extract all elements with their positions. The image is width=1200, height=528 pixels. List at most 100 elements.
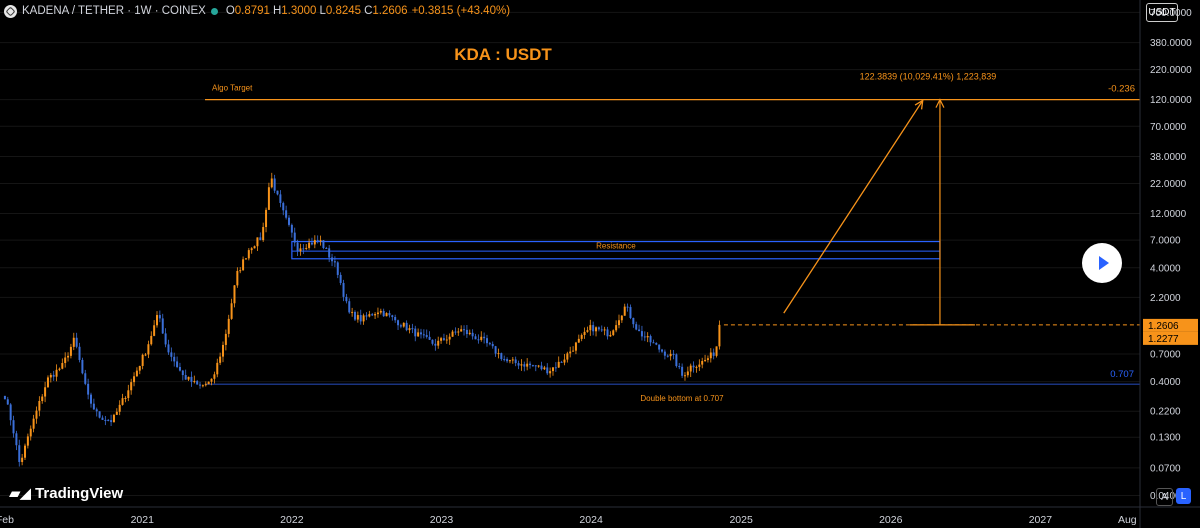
candle-body xyxy=(417,332,420,337)
candle-body xyxy=(577,338,580,343)
candle-body xyxy=(488,343,491,345)
y-tick-label: 0.0400 xyxy=(1150,491,1181,502)
candle-body xyxy=(29,428,32,437)
candle-body xyxy=(514,359,517,364)
candle-body xyxy=(15,433,18,446)
tradingview-mark-icon: ▰◢ xyxy=(9,485,31,502)
candle-body xyxy=(170,352,173,357)
candle-body xyxy=(520,364,523,366)
candle-body xyxy=(328,248,331,258)
candle-body xyxy=(485,338,488,344)
candle-body xyxy=(75,337,78,347)
candle-body xyxy=(308,242,311,248)
candle-body xyxy=(130,382,133,391)
candle-body xyxy=(267,187,270,210)
candle-body xyxy=(32,418,35,429)
candle-body xyxy=(219,356,222,363)
fib-level-label: -0.236 xyxy=(1108,84,1135,95)
y-tick-label: 0.7000 xyxy=(1150,349,1181,360)
candle-body xyxy=(69,346,72,356)
candle-body xyxy=(612,330,615,335)
y-tick-label: 2.2000 xyxy=(1150,293,1181,304)
candle-body xyxy=(371,314,374,316)
y-tick-label: 380.0000 xyxy=(1150,38,1192,49)
candle-body xyxy=(72,337,75,347)
currency-button[interactable]: USDT xyxy=(1146,3,1178,22)
play-button[interactable] xyxy=(1082,243,1122,283)
candle-body xyxy=(78,346,81,360)
x-tick-label: 2024 xyxy=(579,514,603,526)
auto-scale-button[interactable]: A xyxy=(1156,488,1173,506)
candle-body xyxy=(646,336,649,338)
candle-body xyxy=(537,365,540,367)
symbol-title[interactable]: KADENA / TETHER · 1W · COINEX xyxy=(22,5,206,17)
candle-body xyxy=(35,410,38,419)
candle-body xyxy=(586,330,589,332)
candle-body xyxy=(204,384,207,386)
projection-arrowhead xyxy=(935,98,945,108)
candle-body xyxy=(454,331,457,333)
candle-body xyxy=(419,332,422,335)
candle-body xyxy=(483,336,486,339)
candle-body xyxy=(95,409,98,412)
candle-body xyxy=(640,331,643,337)
candle-body xyxy=(302,248,305,250)
candle-body xyxy=(655,342,658,345)
candle-body xyxy=(457,331,460,333)
candle-body xyxy=(563,359,566,363)
open-value: 0.8791 xyxy=(234,5,270,17)
candle-body xyxy=(374,314,377,316)
candle-body xyxy=(706,358,709,360)
price-axis[interactable]: 700.0000 380.0000 220.0000 120.0000 70.0000 3… xyxy=(1139,0,1198,528)
candle-body xyxy=(141,354,144,366)
time-axis[interactable]: Feb 2021 2022 2023 2024 2025 2026 2027 Aug xyxy=(0,506,1200,526)
candle-body xyxy=(67,355,70,358)
candle-body xyxy=(523,364,526,367)
candle-body xyxy=(661,349,664,352)
candle-body xyxy=(115,411,118,415)
candle-body xyxy=(61,363,64,369)
tradingview-logo[interactable]: ▰◢ TradingView xyxy=(9,484,124,503)
candle-body xyxy=(431,339,434,344)
y-tick-label: 12.0000 xyxy=(1150,209,1187,220)
candle-body xyxy=(285,210,288,218)
candle-body xyxy=(704,359,707,362)
candle-body xyxy=(121,398,124,405)
candle-body xyxy=(135,370,138,377)
candle-body xyxy=(87,383,90,395)
play-icon xyxy=(1098,256,1109,270)
low-label: L xyxy=(319,5,326,17)
candle-body xyxy=(316,240,319,242)
candle-body xyxy=(293,232,296,243)
candle-body xyxy=(322,240,325,248)
candle-body xyxy=(560,361,563,363)
candle-body xyxy=(270,178,273,188)
candle-body xyxy=(649,336,652,343)
candle-body xyxy=(348,301,351,313)
candle-body xyxy=(376,312,379,315)
candle-body xyxy=(701,361,704,365)
candle-body xyxy=(460,329,463,332)
candle-body xyxy=(44,387,47,397)
y-tick-label: 0.2200 xyxy=(1150,407,1181,418)
log-scale-button[interactable]: L xyxy=(1176,488,1191,504)
candle-body xyxy=(675,354,678,367)
candle-body xyxy=(589,325,592,331)
x-tick-label: Aug xyxy=(1118,514,1137,526)
candle-body xyxy=(551,367,554,372)
candle-body xyxy=(382,310,385,317)
candle-body xyxy=(18,445,21,462)
candle-body xyxy=(187,376,190,380)
brand-name: TradingView xyxy=(35,484,124,502)
candle-body xyxy=(181,370,184,376)
candle-body xyxy=(422,334,425,336)
candle-body xyxy=(445,339,448,341)
candle-body xyxy=(592,325,595,332)
y-tick-label: 38.0000 xyxy=(1150,152,1187,163)
candle-body xyxy=(265,209,268,228)
candle-body xyxy=(333,261,336,263)
candle-body xyxy=(451,331,454,337)
candle-body xyxy=(526,363,529,367)
